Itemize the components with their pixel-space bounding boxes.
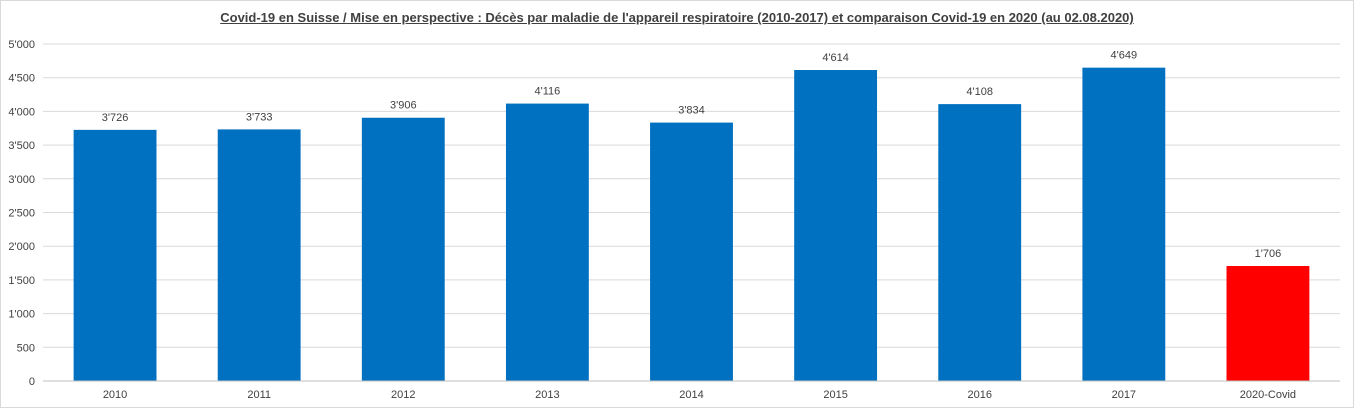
bars: 3'726 3'733 3'906 4'116 3'834 4'614 4'108 4'649…: [73, 50, 1310, 382]
x-tick-label: 2011: [247, 389, 271, 401]
data-label: 3'906: [390, 100, 417, 112]
y-tick-label: 5'000: [8, 39, 35, 51]
data-label: 4'108: [966, 86, 993, 98]
data-label: 3'726: [102, 112, 129, 124]
x-tick-label: 2020-Covid: [1240, 389, 1296, 401]
x-axis: 2010 2011 2012 2013 2014 2015 2016 2017 2020-Cov…: [43, 380, 1340, 401]
x-tick-label: 2010: [103, 389, 127, 401]
y-tick-label: 1'500: [8, 275, 35, 287]
data-label: 4'116: [535, 86, 561, 98]
data-label: 3'733: [246, 111, 273, 123]
y-tick-label: 3'000: [8, 174, 35, 186]
y-tick-label: 500: [17, 342, 35, 354]
bar: [650, 122, 733, 381]
chart-title: Covid-19 en Suisse / Mise en perspective…: [220, 10, 1134, 25]
bar: [217, 129, 301, 381]
y-tick-label: 0: [29, 376, 35, 388]
x-tick-label: 2015: [823, 389, 847, 401]
data-label: 4'649: [1111, 50, 1138, 62]
y-tick-label: 4'500: [8, 73, 35, 85]
y-tick-label: 1'000: [8, 309, 35, 321]
bar: [794, 70, 878, 381]
y-tick-label: 2'500: [8, 208, 35, 220]
x-tick-label: 2017: [1112, 389, 1136, 401]
data-label: 3'834: [678, 105, 705, 117]
y-tick-label: 3'500: [8, 140, 35, 152]
bar: [73, 129, 157, 381]
bar: [505, 103, 589, 381]
bar: [938, 104, 1022, 382]
x-tick-label: 2016: [967, 389, 991, 401]
data-label: 4'614: [822, 52, 849, 64]
x-tick-label: 2014: [679, 389, 703, 401]
x-tick-label: 2013: [535, 389, 559, 401]
x-tick-label: 2012: [391, 389, 415, 401]
bar: [361, 117, 445, 382]
data-label: 1'706: [1255, 248, 1282, 260]
y-tick-label: 4'000: [8, 106, 35, 118]
y-tick-label: 2'000: [8, 241, 35, 253]
y-axis: 0 500 1'000 1'500 2'000 2'500 3'000 3'500 4'000 4…: [8, 39, 35, 388]
bar: [1226, 266, 1310, 381]
bar: [1082, 67, 1166, 381]
